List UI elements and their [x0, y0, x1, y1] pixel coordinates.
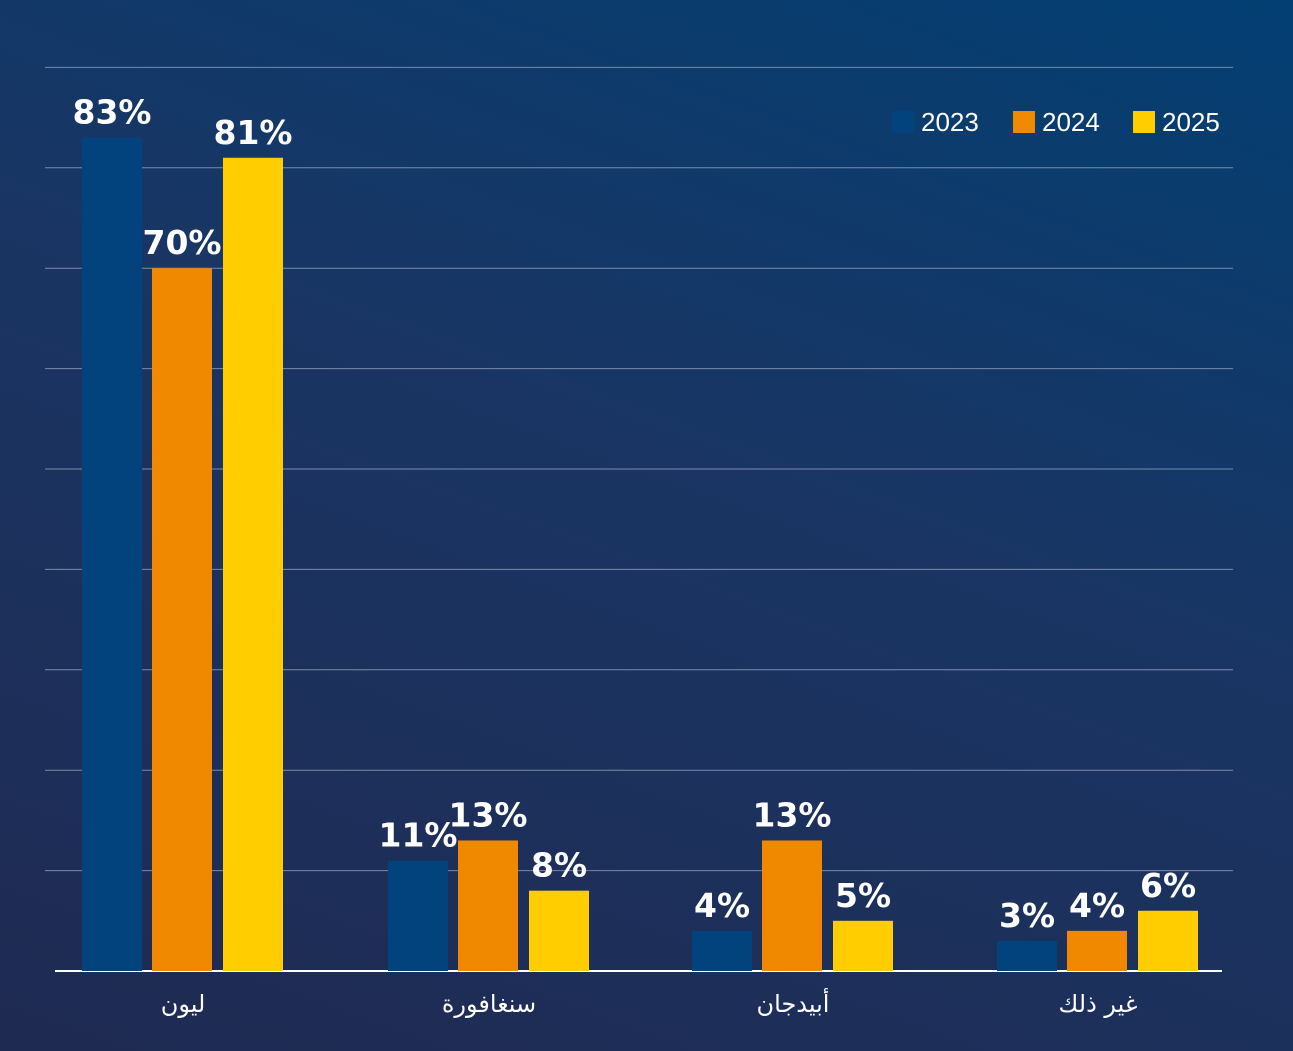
category-label-3: غير ذلك — [1059, 990, 1138, 1018]
legend-label-2024: 2024 — [1042, 107, 1100, 137]
bar-2024-0 — [152, 268, 212, 971]
legend-label-2023: 2023 — [921, 107, 979, 137]
bar-2024-2 — [762, 840, 822, 971]
data-label-2025-3: 6% — [1140, 866, 1196, 905]
bars — [82, 137, 1198, 971]
legend: 2023 2024 2025 — [892, 107, 1220, 137]
bar-2023-1 — [388, 860, 448, 971]
data-label-2023-1: 11% — [379, 816, 458, 855]
data-labels: 83% 11% 4% 3% 70% 13% 13% 4% 81% 8% 5% 6% — [73, 93, 1197, 935]
legend-label-2025: 2025 — [1162, 107, 1220, 137]
data-label-2025-2: 5% — [835, 876, 891, 915]
bar-2023-0 — [82, 137, 142, 971]
legend-swatch-2024 — [1013, 111, 1035, 133]
data-label-2023-2: 4% — [694, 886, 750, 925]
bar-2024-1 — [458, 840, 518, 971]
bar-2025-3 — [1138, 910, 1198, 971]
data-label-2023-3: 3% — [999, 896, 1055, 935]
data-label-2023-0: 83% — [73, 93, 152, 132]
category-label-1: سنغافورة — [442, 990, 536, 1018]
data-label-2024-0: 70% — [143, 223, 222, 262]
bar-2025-0 — [223, 157, 283, 971]
bar-2025-2 — [833, 920, 893, 971]
legend-swatch-2025 — [1133, 111, 1155, 133]
data-label-2025-1: 8% — [531, 846, 587, 885]
data-label-2024-1: 13% — [449, 795, 528, 834]
data-label-2025-0: 81% — [214, 113, 293, 152]
data-label-2024-2: 13% — [753, 795, 832, 834]
data-label-2024-3: 4% — [1069, 886, 1125, 925]
category-label-2: أبيدجان — [757, 988, 830, 1018]
bar-2023-3 — [997, 940, 1057, 971]
legend-swatch-2023 — [892, 111, 914, 133]
bar-2024-3 — [1067, 930, 1127, 971]
category-labels: ليون سنغافورة أبيدجان غير ذلك — [161, 988, 1138, 1018]
bar-2025-1 — [529, 890, 589, 971]
category-label-0: ليون — [161, 990, 206, 1018]
bar-2023-2 — [692, 930, 752, 971]
